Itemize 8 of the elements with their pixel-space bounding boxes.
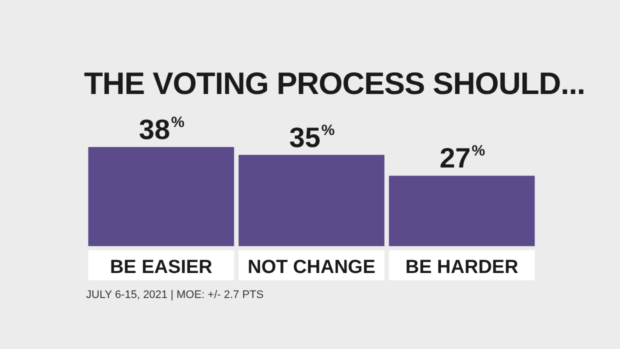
data-label: 27% (440, 142, 486, 174)
x-tick-label: BE HARDER (405, 256, 519, 278)
chart-title: THE VOTING PROCESS SHOULD... (84, 66, 585, 102)
text: JULY 6-15, 2021 | MOE: +/- 2.7 PTS (86, 289, 264, 301)
x-tick-label: NOT CHANGE (248, 256, 376, 278)
x-tick-label: BE EASIER (110, 256, 213, 278)
data-label: 38% (138, 114, 184, 145)
data-label: 35% (289, 122, 335, 153)
